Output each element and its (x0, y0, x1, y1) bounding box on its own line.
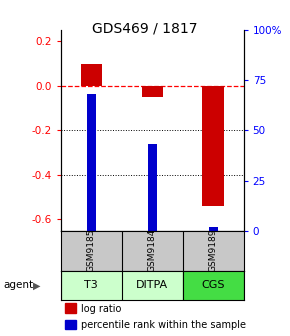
Bar (183, 271, 244, 300)
Text: GSM9185: GSM9185 (87, 229, 96, 272)
Bar (87, 94, 96, 230)
Bar (81, 64, 102, 86)
Text: T3: T3 (84, 280, 98, 290)
Text: GSM9189: GSM9189 (209, 229, 218, 272)
Text: agent: agent (3, 280, 33, 290)
Bar (61, 271, 122, 300)
Bar (209, 226, 218, 230)
Text: GDS469 / 1817: GDS469 / 1817 (92, 22, 198, 36)
Text: GSM9184: GSM9184 (148, 229, 157, 272)
Text: ▶: ▶ (33, 280, 41, 290)
Text: percentile rank within the sample: percentile rank within the sample (81, 321, 246, 330)
Text: DITPA: DITPA (136, 280, 168, 290)
Text: log ratio: log ratio (81, 304, 122, 314)
Bar (65, 303, 75, 313)
Bar (148, 144, 157, 230)
Bar (65, 320, 75, 329)
Bar (122, 271, 183, 300)
Bar (142, 86, 163, 97)
Bar (202, 86, 224, 206)
Text: CGS: CGS (201, 280, 225, 290)
